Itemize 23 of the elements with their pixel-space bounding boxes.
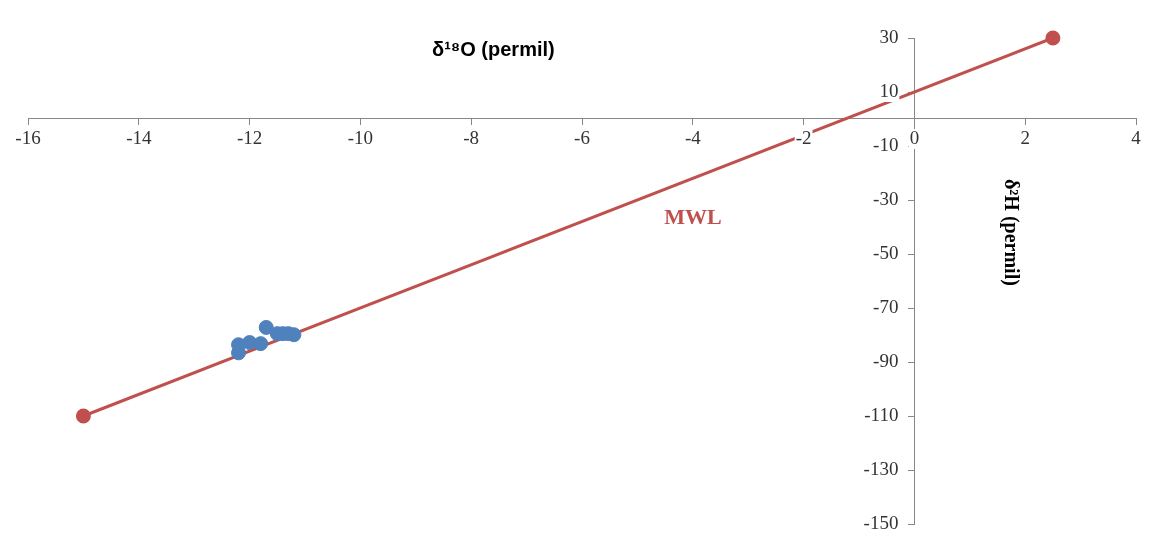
x-tick-label: 2 <box>1020 126 1030 148</box>
x-tick-label: -10 <box>347 126 374 148</box>
x-tick-label: 4 <box>1131 126 1142 148</box>
y-tick-label: 10 <box>879 79 899 101</box>
x-tick-label: -14 <box>126 126 152 148</box>
x-tick-label: -16 <box>15 126 41 148</box>
y-tick-label: -150 <box>863 511 899 533</box>
x-tick-label: -6 <box>574 126 590 148</box>
y-tick-label: -70 <box>873 295 899 317</box>
y-axis-title: δ²H (permil) <box>999 178 1023 286</box>
y-tick-label: -30 <box>873 187 899 209</box>
x-tick-label: -8 <box>463 126 480 148</box>
x-axis-title: δ¹⁸O (permil) <box>432 37 555 60</box>
x-tick-label: -2 <box>795 126 812 148</box>
y-tick-label: -90 <box>873 349 899 371</box>
y-tick-label: -130 <box>863 457 899 479</box>
x-tick-label: -12 <box>236 126 263 148</box>
y-tick-label: 30 <box>879 25 899 47</box>
x-tick-label: -4 <box>684 126 702 148</box>
y-tick-label: -110 <box>864 403 899 425</box>
y-tick-label: -50 <box>873 241 899 263</box>
series-label: MWL <box>664 203 722 229</box>
x-tick-label: 0 <box>909 126 920 148</box>
